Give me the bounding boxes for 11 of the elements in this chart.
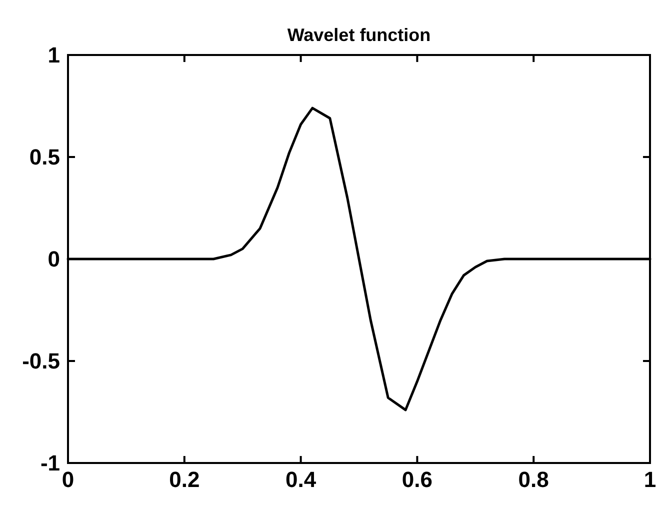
y-tick-label: -0.5 (22, 348, 60, 374)
x-tick-label: 1 (644, 467, 656, 492)
y-tick-label: 0.5 (29, 144, 60, 170)
chart-title: Wavelet function (287, 25, 431, 45)
x-tick-label: 0.8 (518, 467, 549, 492)
x-tick-label: 0.4 (286, 467, 317, 492)
y-tick-label: 0 (48, 246, 60, 272)
y-tick-label: 1 (48, 42, 60, 68)
y-tick-label: -1 (40, 450, 60, 476)
x-tick-label: 0.6 (402, 467, 432, 492)
x-tick-label: 0.2 (169, 467, 200, 492)
